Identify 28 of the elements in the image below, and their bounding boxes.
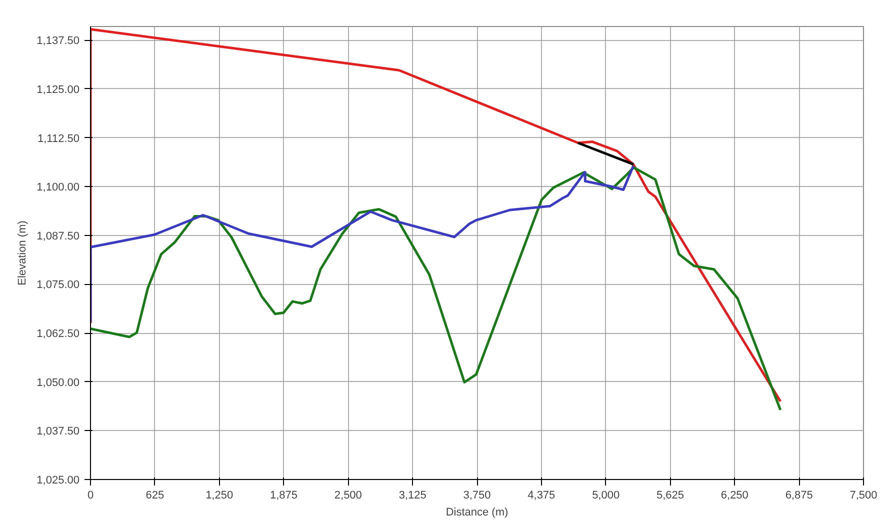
x-tick-label: 1,250 <box>206 490 234 502</box>
x-tick-label: 3,125 <box>398 490 426 502</box>
x-tick-label: 625 <box>146 490 164 502</box>
x-tick-label: 6,875 <box>785 490 813 502</box>
y-tick-label: 1,112.50 <box>38 132 80 145</box>
x-tick-label: 6,250 <box>720 490 748 502</box>
y-axis-title: Elevation (m) <box>16 220 29 286</box>
x-tick-label: 2,500 <box>334 490 362 502</box>
line-series <box>90 164 635 323</box>
y-tick-label: 1,125.00 <box>36 84 80 96</box>
x-tick-label: 5,625 <box>656 490 684 502</box>
line-series <box>90 28 782 403</box>
x-tick-label: 5,000 <box>592 490 620 502</box>
x-tick-label: 7,500 <box>850 490 878 502</box>
x-axis-title: Distance (m) <box>446 506 508 518</box>
y-tick-label: 1,062.50 <box>36 328 80 340</box>
x-tick-label: 4,375 <box>528 490 556 502</box>
x-tick-label: 0 <box>87 490 94 502</box>
y-tick-label: 1,087.50 <box>36 230 80 242</box>
y-tick-label: 1,075.00 <box>36 279 80 292</box>
y-tick-label: 1,050.00 <box>36 376 80 389</box>
x-tick-label: 1,875 <box>270 490 298 502</box>
y-tick-label: 1,137.50 <box>36 35 80 48</box>
line-series <box>90 166 782 412</box>
y-tick-label: 1,100.00 <box>36 182 80 194</box>
x-tick-label: 3,750 <box>463 490 491 502</box>
y-tick-label: 1,025.00 <box>36 474 80 486</box>
y-tick-label: 1,037.50 <box>36 426 80 438</box>
